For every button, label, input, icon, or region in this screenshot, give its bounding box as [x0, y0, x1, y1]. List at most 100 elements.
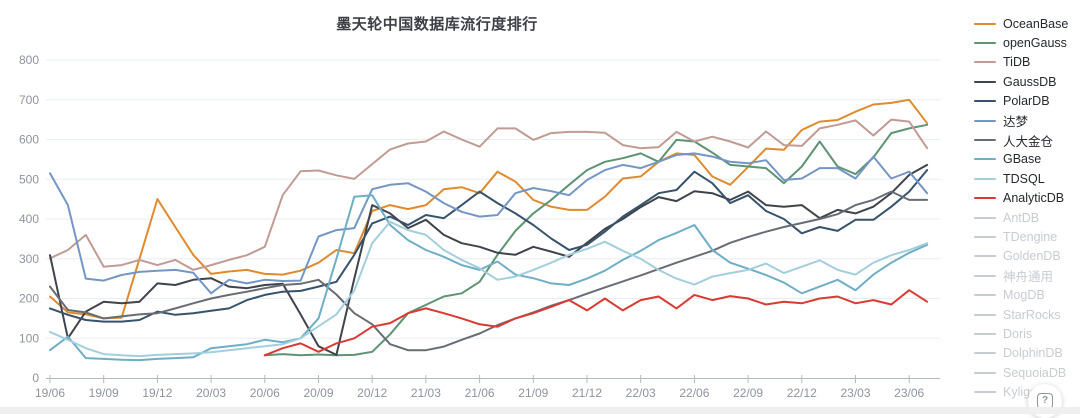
legend-item-Kyligence[interactable]: Kyligence — [974, 382, 1080, 401]
y-axis-label: 400 — [19, 212, 39, 226]
legend-label: AnalyticDB — [1003, 191, 1065, 206]
legend-item-openGauss[interactable]: openGauss — [974, 33, 1080, 52]
legend-label: AntDB — [1003, 210, 1040, 225]
legend-label: TiDB — [1003, 55, 1031, 70]
series-line-达梦 — [49, 152, 929, 295]
legend-swatch-达梦 — [974, 119, 996, 122]
legend-item-GBase[interactable]: GBase — [974, 150, 1080, 169]
x-axis-label: 20/12 — [357, 386, 387, 400]
y-axis-label: 0 — [32, 371, 39, 385]
chart-card: 0 100 200 300 400 500 600 700 800 19/06 19/09 19/12… — [18, 14, 1080, 409]
x-axis-label: 21/03 — [411, 386, 441, 400]
legend-swatch-AnalyticDB — [974, 197, 996, 200]
legend-label: GBase — [1003, 152, 1042, 167]
x-axis-label: 20/09 — [303, 386, 333, 400]
legend-label: PolarDB — [1003, 94, 1050, 109]
x-axis-label: 20/03 — [196, 386, 226, 400]
legend-swatch-PolarDB — [974, 100, 996, 103]
y-axis-label: 700 — [19, 93, 39, 107]
legend-swatch-TDSQL — [974, 177, 996, 180]
series-line-GaussDB — [49, 163, 929, 356]
legend-label: 达梦 — [1003, 115, 1029, 130]
legend-swatch-神舟通用 — [974, 274, 996, 277]
y-axis-label: 300 — [19, 252, 39, 266]
legend-swatch-SequoiaDB — [974, 371, 996, 374]
legend-swatch-OceanBase — [974, 22, 996, 25]
y-axis-label: 800 — [19, 53, 39, 67]
legend-item-TDSQL[interactable]: TDSQL — [974, 169, 1080, 188]
series-line-TiDB — [49, 118, 929, 271]
legend-swatch-GaussDB — [974, 80, 996, 83]
x-axis-label: 23/06 — [894, 386, 924, 400]
series-line-人大金仓 — [49, 190, 929, 352]
legend-swatch-Doris — [974, 332, 996, 335]
series-line-AnalyticDB — [263, 289, 929, 357]
legend-label: 人大金仓 — [1003, 134, 1054, 149]
legend-label: Doris — [1003, 326, 1033, 341]
x-axis-label: 23/03 — [840, 386, 870, 400]
x-axis-label: 19/09 — [89, 386, 119, 400]
legend-label: TDSQL — [1003, 171, 1045, 186]
x-axis-label: 20/06 — [250, 386, 280, 400]
x-axis-label: 19/06 — [35, 386, 65, 400]
x-axis-label: 22/09 — [733, 386, 763, 400]
legend-item-DolphinDB[interactable]: DolphinDB — [974, 344, 1080, 363]
legend-item-神舟通用[interactable]: 神舟通用 — [974, 266, 1080, 285]
legend-label: GoldenDB — [1003, 249, 1061, 264]
legend-label: GaussDB — [1003, 74, 1057, 89]
legend-swatch-AntDB — [974, 216, 996, 219]
legend-label: DolphinDB — [1003, 346, 1063, 361]
x-axis-label: 22/03 — [626, 386, 656, 400]
legend-item-StarRocks[interactable]: StarRocks — [974, 305, 1080, 324]
legend-label: TDengine — [1003, 229, 1058, 244]
series-line-OceanBase — [49, 98, 929, 320]
x-axis-label: 21/06 — [465, 386, 495, 400]
legend-swatch-StarRocks — [974, 313, 996, 316]
y-axis-label: 200 — [19, 292, 39, 306]
legend-item-MogDB[interactable]: MogDB — [974, 285, 1080, 304]
legend-swatch-MogDB — [974, 294, 996, 297]
page-bottom-strip — [0, 407, 1080, 414]
legend-swatch-Kyligence — [974, 391, 996, 394]
legend-item-GaussDB[interactable]: GaussDB — [974, 72, 1080, 91]
legend-item-SequoiaDB[interactable]: SequoiaDB — [974, 363, 1080, 382]
legend-swatch-DolphinDB — [974, 352, 996, 355]
legend-label: MogDB — [1003, 288, 1045, 303]
chart-legend: OceanBase openGauss TiDB GaussDB PolarDB 达梦人大… — [974, 14, 1080, 402]
legend-item-Doris[interactable]: Doris — [974, 324, 1080, 343]
legend-label: SequoiaDB — [1003, 365, 1067, 380]
y-axis-label: 600 — [19, 133, 39, 147]
legend-item-达梦[interactable]: 达梦 — [974, 111, 1080, 130]
x-axis-label: 22/12 — [787, 386, 817, 400]
legend-item-OceanBase[interactable]: OceanBase — [974, 14, 1080, 33]
series-line-openGauss — [263, 123, 929, 357]
y-axis-label: 500 — [19, 172, 39, 186]
legend-label: openGauss — [1003, 36, 1067, 51]
series-line-TDSQL — [49, 220, 929, 358]
y-axis-label: 100 — [19, 331, 39, 345]
legend-item-人大金仓[interactable]: 人大金仓 — [974, 130, 1080, 149]
legend-label: StarRocks — [1003, 307, 1061, 322]
legend-item-TiDB[interactable]: TiDB — [974, 53, 1080, 72]
x-axis-label: 21/12 — [572, 386, 602, 400]
legend-swatch-GoldenDB — [974, 255, 996, 258]
legend-item-AnalyticDB[interactable]: AnalyticDB — [974, 189, 1080, 208]
legend-item-TDengine[interactable]: TDengine — [974, 227, 1080, 246]
series-line-GBase — [49, 194, 929, 362]
legend-swatch-人大金仓 — [974, 139, 996, 142]
chart-title: 墨天轮中国数据库流行度排行 — [336, 16, 538, 33]
legend-label: OceanBase — [1003, 16, 1069, 31]
legend-item-AntDB[interactable]: AntDB — [974, 208, 1080, 227]
legend-item-PolarDB[interactable]: PolarDB — [974, 92, 1080, 111]
legend-swatch-TDengine — [974, 235, 996, 238]
series-line-PolarDB — [49, 169, 929, 323]
x-axis-label: 19/12 — [142, 386, 172, 400]
legend-swatch-GBase — [974, 158, 996, 161]
legend-item-GoldenDB[interactable]: GoldenDB — [974, 247, 1080, 266]
legend-label: 神舟通用 — [1003, 270, 1054, 285]
legend-swatch-TiDB — [974, 61, 996, 64]
x-axis-label: 22/06 — [679, 386, 709, 400]
x-axis-label: 21/09 — [518, 386, 548, 400]
legend-swatch-openGauss — [974, 42, 996, 45]
